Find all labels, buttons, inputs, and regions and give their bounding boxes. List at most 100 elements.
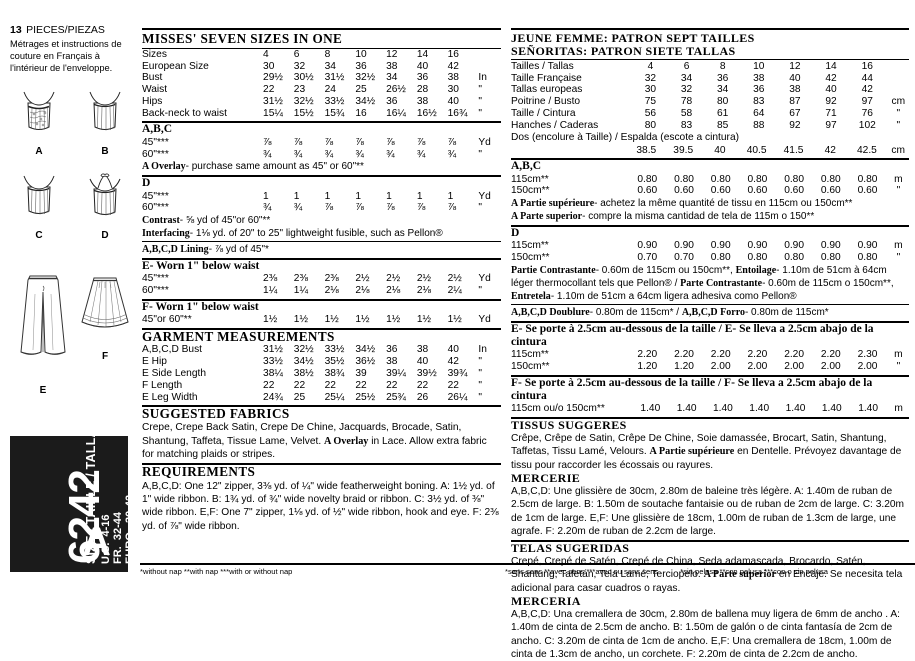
row-value: 2⅛ [355,285,370,297]
row-value: 2½ [386,273,401,285]
row-value: 22 [416,379,429,391]
row-value: 1 [355,190,361,202]
row-value: 42 [824,144,836,156]
table-row: 115cm ou/o 150cm** 1.40 1.40 1.40 1.40 1.40 1.… [511,403,909,415]
row-value: ¾ [416,148,426,160]
view-b: B [76,89,134,157]
row-value: 16½ [416,107,437,119]
row-unit [886,84,909,96]
row-value: 0.80 [857,252,878,264]
row-value: 1 [293,190,300,202]
row-label: Bust [142,72,163,84]
row-value: 29½ [263,72,283,84]
row-value: 16 [447,48,459,60]
row-value: 2½ [447,273,462,285]
english-title: MISSES' SEVEN SIZES IN ONE [142,31,343,46]
table-row: Back-neck to waist 15¼ 15½ 15¾ 16 16¼ 16½ 16¾ " [142,107,501,119]
row-value: 80 [716,96,729,108]
row-value: ¾ [324,148,334,160]
table-row: E Leg Width 24¾ 25 25¼ 25½ 25¾ 26 26¼ " [142,391,501,403]
size-fr: FR. 32-44 [112,512,124,564]
view-label-e: E [39,385,47,396]
view-label-c: C [35,229,43,241]
row-value: 2.20 [710,349,731,361]
view-d: D [76,173,134,241]
row-value: 24 [324,84,336,96]
row-value: 36 [753,84,765,96]
row-label: 115cm** [511,349,549,361]
row-value: 2¼ [447,285,462,297]
divider [140,563,505,565]
row-value: 1¼ [263,285,278,297]
table-row: Bust 29½ 30½ 31½ 32½ 34 36 38 In [142,72,501,84]
pieces-label: PIECES/PIEZAS [26,24,105,36]
row-value: ⅞ [416,136,426,148]
row-value: 30 [263,60,275,72]
row-value: 0.80 [710,252,731,264]
row-value: 58 [680,107,693,119]
interfacing-label: Interfacing [142,227,190,239]
fabrics-bold-1: A Overlay [323,435,369,447]
row-value: 2.20 [784,349,805,361]
row-value: 32½ [293,344,314,356]
contrast-text-fr: - 0.60m de 115cm ou 150cm**, [595,264,736,276]
divider [142,47,501,49]
gathered-skirt-icon [81,277,129,328]
divider [511,416,909,419]
row-value: 33½ [263,356,283,368]
interfacing-text-es: - 1.10m de 51cm a 64cm ligera adhesiva c… [550,290,797,302]
interfacing-text: - 1⅛ yd. of 20" to 25" lightweight fusib… [189,227,443,239]
row-value: 40.5 [746,144,767,156]
divider [511,540,909,542]
divider [142,240,501,242]
table-row: 60"*** ¾ ¾ ⅞ ⅞ ⅞ ⅞ ⅞ " [142,202,501,214]
row-value: 1.40 [640,403,661,415]
row-unit: cm [891,96,906,108]
table-row: Sizes 4 6 8 10 12 14 16 [142,49,501,61]
row-label: European Size [142,60,209,72]
divider [142,174,501,177]
row-value: 1.40 [858,403,879,415]
a-overlay-note: A Overlay- purchase same amount as 45" o… [142,160,501,173]
row-value: 4 [647,60,654,72]
row-value: 25 [293,391,306,403]
contrast-label-fr: Partie Contrastante [511,264,596,276]
row-value: ⅞ [447,202,457,214]
row-value: ⅞ [386,202,395,214]
row-value: ⅞ [416,202,426,214]
row-label: Hips [142,96,163,108]
row-unit: " [478,368,483,380]
nap-legend-es: *sin pelusa **con pelusa ***con o sin pe… [680,567,828,576]
row-value: 75 [644,96,657,108]
garment-measurements-title: GARMENT MEASUREMENTS [142,328,335,344]
row-value: 61 [716,107,729,119]
row-value: 24¾ [263,391,283,403]
row-value: 1 [386,190,392,202]
lining-label-es: A,B,C,D Forro [681,306,745,318]
row-label: 150cm** [511,361,550,373]
row-unit: m [894,240,903,252]
row-value: 0.80 [857,173,878,185]
row-value: 38 [416,344,429,356]
row-value: 34 [386,72,398,84]
row-label: F Length [142,379,183,391]
row-value: 1½ [293,314,308,326]
divider [505,563,915,565]
row-value: 33½ [324,344,345,356]
fabrics-text-2: in Lace. Allow extra fabric for matching… [142,435,487,460]
divider [511,320,909,323]
row-value: 87 [789,96,801,108]
row-value: 0.60 [747,185,768,197]
intl-title-fr: JEUNE FEMME: PATRON SEPT TAILLES [511,31,755,45]
row-unit: " [478,202,483,214]
row-value: 6 [683,60,690,72]
divider [511,224,909,227]
row-value: 0.60 [784,185,805,197]
row-value: ¾ [447,148,457,160]
row-label: 115cm** [511,240,549,252]
table-row: Waist 22 23 24 25 26½ 28 30 " [142,84,501,96]
bustier-lace-overlay-icon [23,91,55,130]
tissus-text-1: Crêpe, Crêpe de Satin, Crêpe De Chine, S… [511,433,887,458]
pattern-envelope-back: 13 PIECES/PIEZAS Métrages et instruction… [10,24,915,660]
view-label-b: B [101,145,109,157]
